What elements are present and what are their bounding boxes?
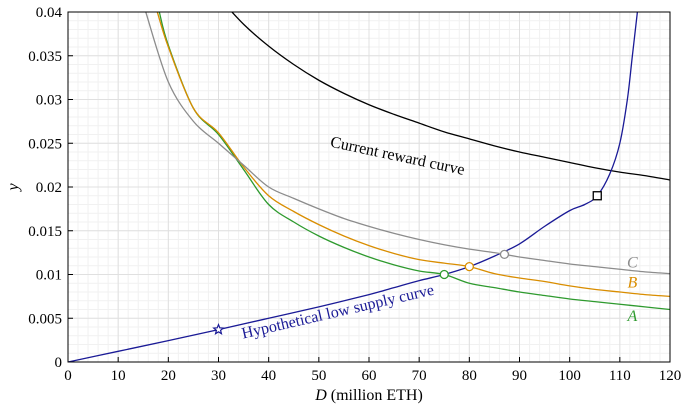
marker-star: [212, 323, 225, 335]
series-line-current-reward-curve: [231, 12, 670, 181]
series-line-a: [158, 12, 670, 311]
y-tick-label: 0.025: [28, 136, 62, 152]
y-tick-label: 0.02: [36, 180, 62, 196]
x-tick-label: 110: [609, 368, 631, 384]
x-tick-label: 80: [462, 368, 477, 384]
y-tick-label: 0.01: [36, 268, 62, 284]
marker-intersection-C: [499, 249, 510, 260]
series-line-c: [145, 12, 670, 275]
series-line-b: [156, 12, 670, 298]
x-tick-label: 70: [412, 368, 427, 384]
x-tick-label: 40: [261, 368, 276, 384]
x-tick-label: 50: [311, 368, 326, 384]
marker-layer: [212, 191, 602, 335]
x-tick-label: 100: [558, 368, 581, 384]
tick-layer: 0 10 20 30 40 50 60 70 80 90 100 110 120 0 0.005 0.01 0.…: [28, 5, 681, 384]
y-tick-label: 0: [55, 355, 63, 371]
annotation-label-C: C: [627, 255, 638, 272]
grid: [67, 11, 671, 363]
x-axis-unit: (million ETH): [331, 387, 423, 404]
x-tick-label: 60: [362, 368, 377, 384]
y-tick-label: 0.03: [36, 93, 62, 109]
x-tick-label: 120: [659, 368, 682, 384]
marker-intersection-current: [592, 191, 602, 201]
y-tick-label: 0.04: [36, 5, 63, 21]
y-tick-label: 0.015: [28, 224, 62, 240]
x-axis-label: D (million ETH): [314, 387, 423, 404]
x-tick-label: 30: [211, 368, 226, 384]
series-layer: [68, 12, 670, 362]
y-tick-label: 0.035: [28, 49, 62, 65]
series-line-hypothetical-low-supply-curve: [68, 12, 639, 362]
x-axis-var: D: [314, 387, 327, 404]
y-axis-label: y: [5, 183, 22, 193]
marker-intersection-A: [439, 269, 449, 280]
annotation-label-B: B: [627, 275, 637, 292]
x-tick-label: 20: [161, 368, 176, 384]
marker-intersection-B: [464, 261, 474, 272]
y-tick-label: 0.005: [28, 311, 62, 327]
annotation-label-A: A: [626, 308, 637, 325]
x-tick-label: 0: [64, 368, 72, 384]
x-tick-label: 10: [111, 368, 126, 384]
x-tick-label: 90: [512, 368, 527, 384]
